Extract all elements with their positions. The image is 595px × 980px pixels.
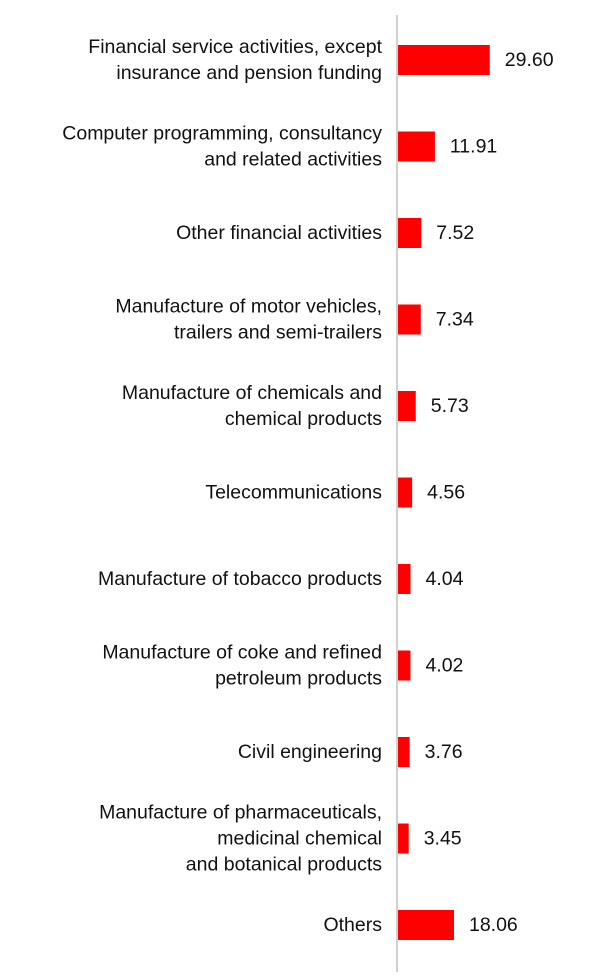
category-label: Other financial activities: [176, 222, 382, 244]
category-label-line: Telecommunications: [205, 482, 382, 504]
category-label-line: Financial service activities, except: [88, 36, 382, 58]
category-label-line: Manufacture of motor vehicles,: [115, 296, 382, 318]
category-label-line: insurance and pension funding: [116, 62, 382, 84]
bar: [398, 131, 435, 162]
bar: [398, 477, 413, 508]
category-label: Manufacture of coke and refined petroleum…: [102, 642, 382, 690]
category-label-line: petroleum products: [215, 668, 382, 690]
category-label: Computer programming, consultancy and rel…: [62, 123, 382, 171]
bar: [398, 650, 411, 681]
bar: [398, 823, 409, 854]
category-label-line: Manufacture of chemicals and: [122, 382, 382, 404]
category-label: Manufacture of chemicals and chemical pro…: [122, 382, 382, 430]
category-label-line: trailers and semi-trailers: [174, 322, 382, 344]
category-label: Telecommunications: [205, 482, 382, 504]
value-label: 4.04: [426, 568, 464, 590]
category-label-line: Manufacture of coke and refined: [102, 642, 382, 664]
bar: [398, 391, 416, 421]
value-label: 7.52: [436, 222, 474, 244]
category-label: Financial service activities, except insu…: [88, 36, 382, 84]
value-label: 5.73: [431, 395, 469, 417]
category-label-line: Manufacture of pharmaceuticals,: [99, 802, 382, 824]
value-label: 7.34: [436, 309, 474, 331]
category-label: Manufacture of tobacco products: [98, 568, 382, 590]
value-label: 4.02: [425, 655, 463, 677]
category-label-line: Other financial activities: [176, 222, 382, 244]
value-label: 11.91: [450, 136, 497, 158]
value-label: 29.60: [505, 49, 554, 71]
category-label: Others: [323, 914, 382, 936]
value-label: 18.06: [469, 914, 518, 936]
bar: [398, 304, 421, 335]
category-label: Civil engineering: [238, 741, 382, 763]
bar: [398, 45, 490, 75]
value-labels-layer: 29.60 11.91 7.52 7.34 5.73 4.56 4.04 4.02 3.76 3.…: [424, 49, 554, 936]
bar: [398, 218, 422, 248]
bar: [398, 910, 454, 940]
category-label-line: Civil engineering: [238, 741, 382, 763]
value-label: 3.45: [424, 828, 462, 850]
category-label-line: Manufacture of tobacco products: [98, 568, 382, 590]
category-label-line: chemical products: [225, 408, 382, 430]
category-label-line: Computer programming, consultancy: [62, 123, 382, 145]
category-label: Manufacture of motor vehicles, trailers a…: [115, 296, 382, 344]
value-label: 4.56: [427, 482, 465, 504]
bar: [398, 737, 410, 767]
category-label-line: and botanical products: [186, 854, 382, 876]
category-label: Manufacture of pharmaceuticals, medicinal…: [99, 802, 382, 876]
category-label-line: and related activities: [204, 149, 382, 171]
value-label: 3.76: [425, 741, 463, 763]
bar: [398, 564, 411, 594]
category-label-line: Others: [323, 914, 382, 936]
bars-layer: [398, 45, 490, 940]
category-labels-layer: Financial service activities, except insu…: [62, 36, 382, 936]
category-label-line: medicinal chemical: [217, 828, 382, 850]
